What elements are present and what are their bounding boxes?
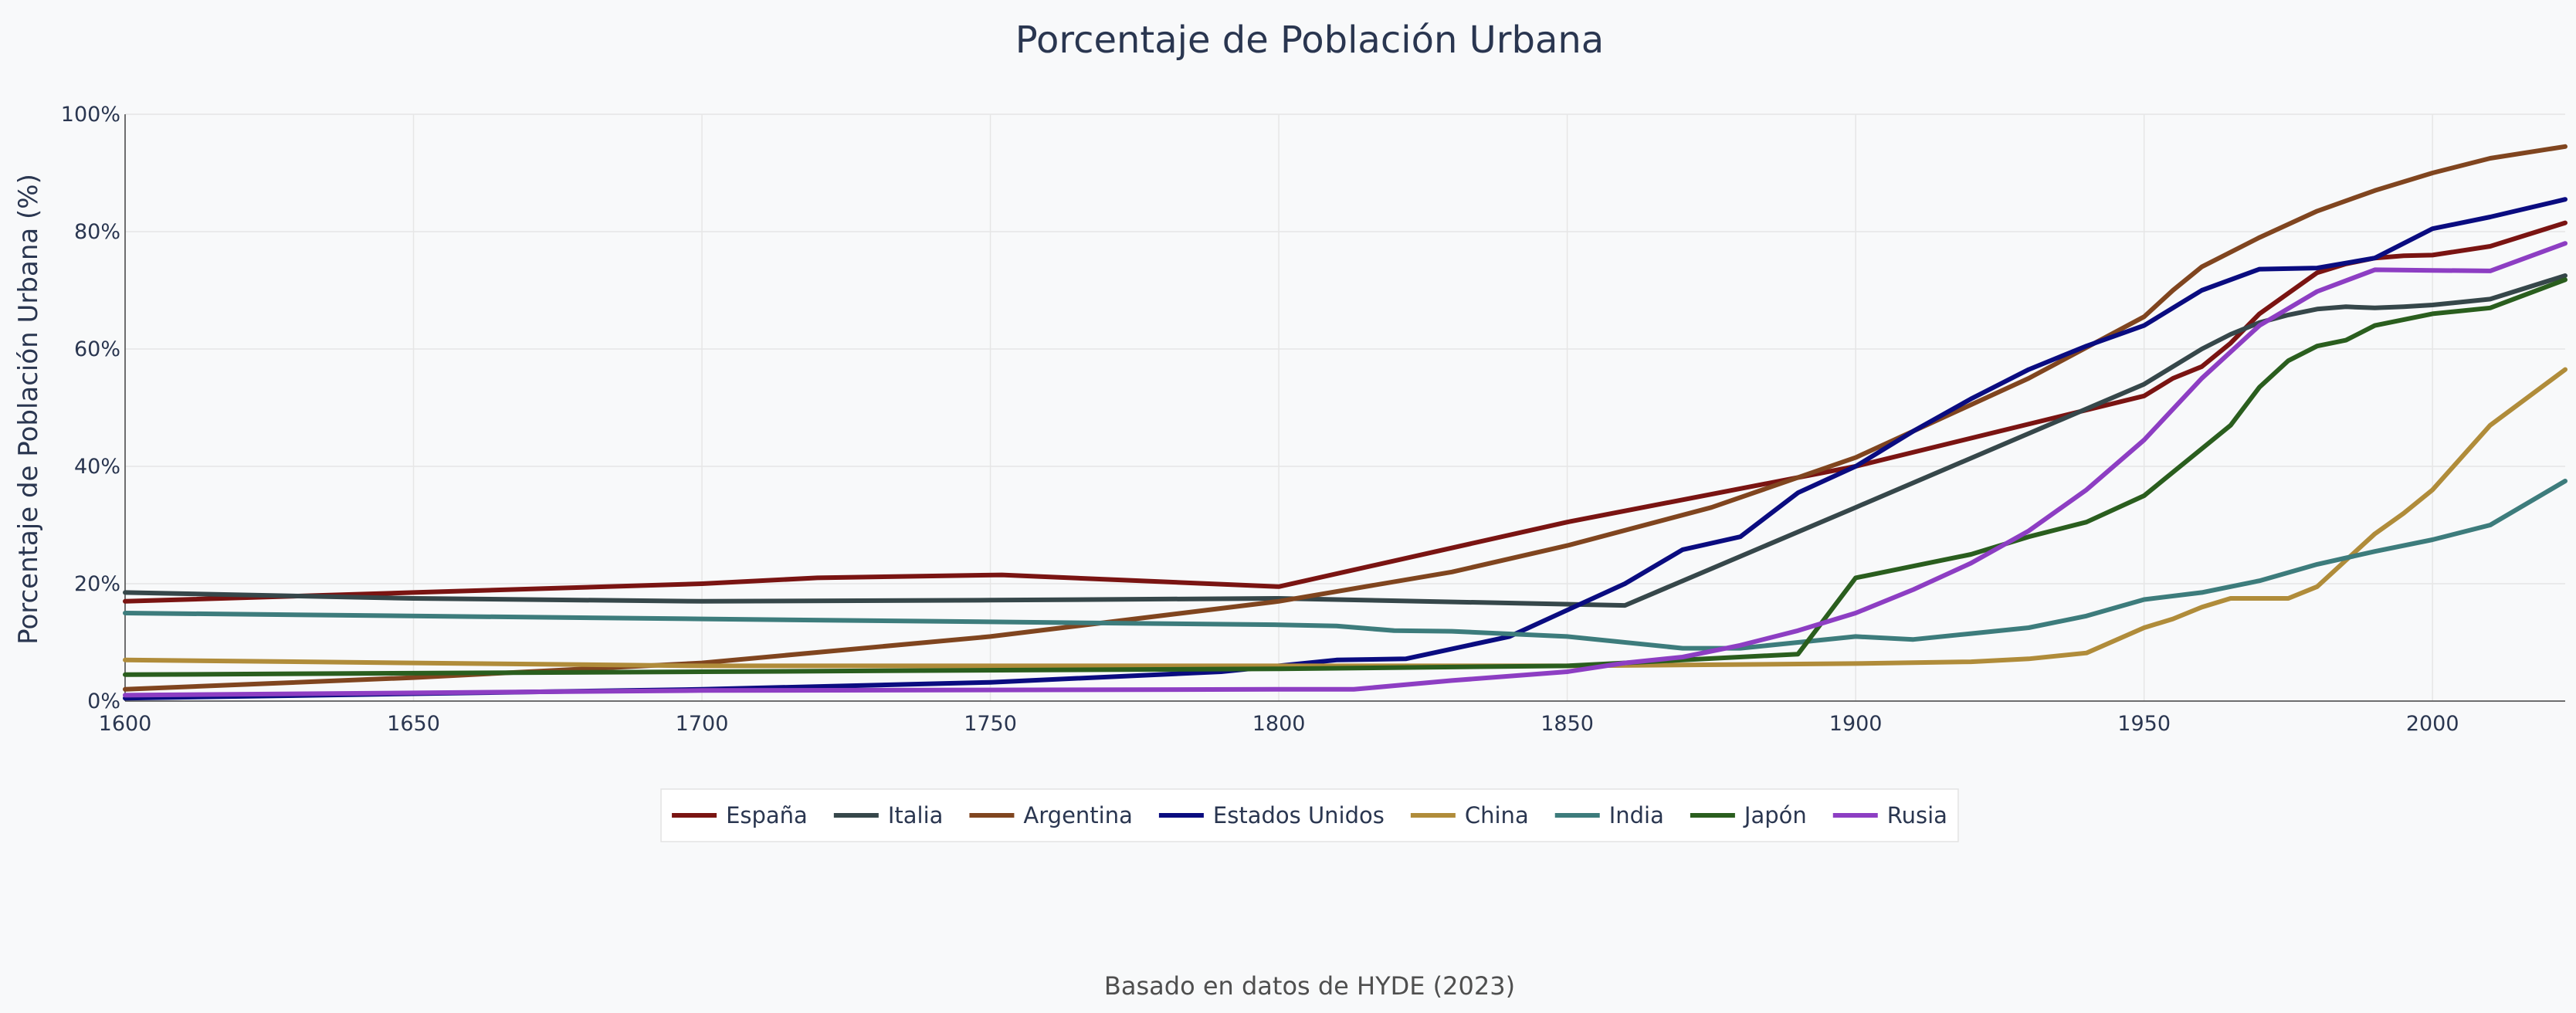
legend-item-rusia[interactable]: Rusia [1832,802,1947,828]
chart-title: Porcentaje de Población Urbana [1015,19,1604,62]
legend-item-italia[interactable]: Italia [833,802,944,828]
legend-item-china[interactable]: China [1410,802,1529,828]
x-tick-label: 1700 [676,712,729,736]
legend-label: Rusia [1887,802,1947,828]
source-footnote: Basado en datos de HYDE (2023) [1104,971,1515,1001]
series-line-espana [123,220,2568,604]
y-tick-label: 20% [74,572,120,596]
legend-label: España [726,802,808,828]
legend-label: Italia [888,802,944,828]
y-tick-label: 60% [74,337,120,361]
legend[interactable]: España Italia Argentina Estados Unidos China… [660,788,1959,842]
axes: 1600 1650 1700 1750 1800 1850 1900 1950 2000 0% 20… [61,103,2565,736]
x-tick-label: 1900 [1829,712,1883,736]
x-tick-label: 1600 [99,712,152,736]
series-line-italia [123,273,2568,608]
series-line-china [123,367,2568,669]
series-lines [123,144,2568,701]
x-tick-label: 1750 [964,712,1017,736]
legend-label: Argentina [1023,802,1132,828]
legend-item-japon[interactable]: Japón [1690,802,1807,828]
legend-label: China [1465,802,1529,828]
series-line-india [123,479,2568,651]
legend-item-argentina[interactable]: Argentina [969,802,1133,828]
x-tick-label: 1650 [387,712,440,736]
y-tick-label: 100% [61,103,120,127]
legend-item-india[interactable]: India [1554,802,1664,828]
legend-item-espana[interactable]: España [672,802,808,828]
y-axis-title: Porcentaje de Población Urbana (%) [13,174,44,645]
legend-label: India [1609,802,1664,828]
x-tick-label: 1850 [1541,712,1594,736]
x-tick-label: 2000 [2406,712,2459,736]
x-tick-label: 1950 [2117,712,2171,736]
legend-label: Japón [1743,802,1807,828]
y-tick-label: 0% [87,689,120,713]
grid [124,113,2565,702]
y-tick-label: 80% [74,220,120,244]
legend-item-estados-unidos[interactable]: Estados Unidos [1158,802,1385,828]
series-line-argentina [123,144,2568,692]
y-tick-label: 40% [74,455,120,479]
series-line-rusia [123,241,2568,698]
legend-label: Estados Unidos [1213,802,1385,828]
x-tick-label: 1800 [1252,712,1306,736]
